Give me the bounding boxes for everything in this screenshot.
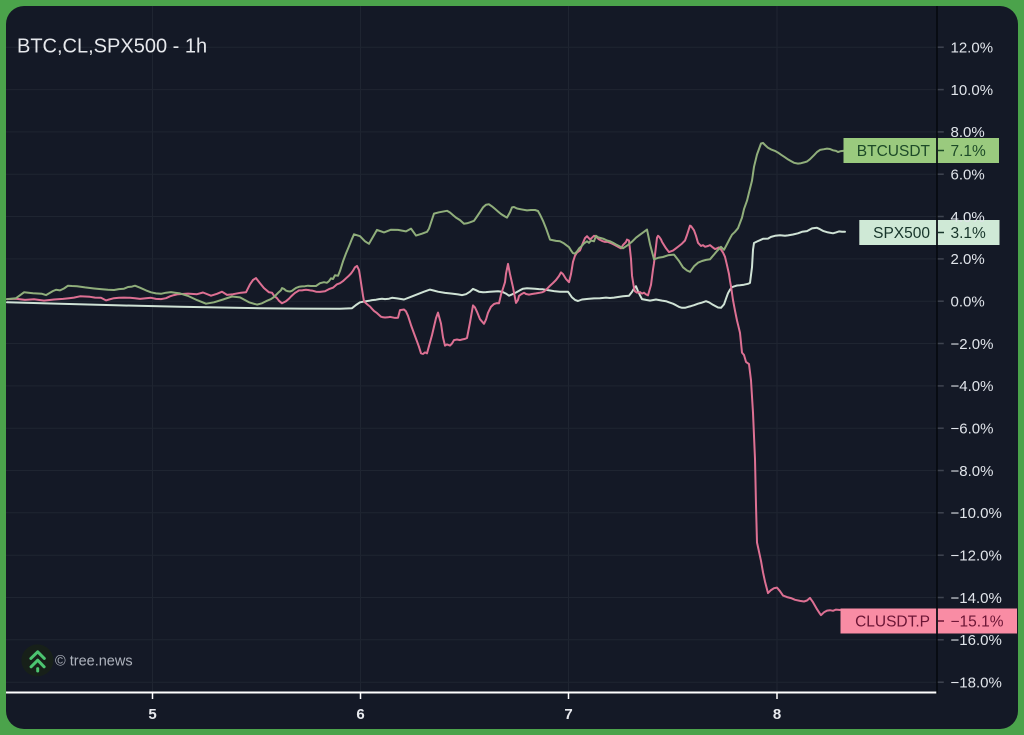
svg-text:−4.0%: −4.0%	[951, 378, 994, 395]
svg-text:−16.0%: −16.0%	[951, 632, 1002, 649]
svg-text:−18.0%: −18.0%	[951, 675, 1002, 692]
svg-text:0.0%: 0.0%	[951, 294, 985, 311]
svg-text:−6.0%: −6.0%	[951, 421, 994, 438]
svg-text:−2.0%: −2.0%	[951, 336, 994, 353]
svg-text:−8.0%: −8.0%	[951, 463, 994, 480]
svg-text:6.0%: 6.0%	[951, 167, 985, 184]
svg-text:SPX500: SPX500	[873, 225, 930, 242]
svg-text:−10.0%: −10.0%	[951, 505, 1002, 522]
svg-text:© tree.news: © tree.news	[55, 654, 133, 670]
svg-text:4.0%: 4.0%	[951, 209, 985, 226]
svg-text:6: 6	[356, 706, 364, 723]
svg-text:12.0%: 12.0%	[951, 40, 994, 57]
svg-text:7: 7	[564, 706, 572, 723]
svg-text:3.1%: 3.1%	[951, 225, 987, 242]
svg-text:10.0%: 10.0%	[951, 82, 994, 99]
svg-text:8: 8	[773, 706, 781, 723]
svg-text:8.0%: 8.0%	[951, 124, 985, 141]
svg-text:5: 5	[148, 706, 156, 723]
svg-text:BTCUSDT: BTCUSDT	[857, 143, 931, 160]
svg-text:2.0%: 2.0%	[951, 251, 985, 268]
svg-text:7.1%: 7.1%	[951, 143, 987, 160]
svg-text:−12.0%: −12.0%	[951, 548, 1002, 565]
svg-text:CLUSDT.P: CLUSDT.P	[855, 614, 930, 631]
svg-text:−14.0%: −14.0%	[951, 590, 1002, 607]
svg-text:BTC,CL,SPX500 - 1h: BTC,CL,SPX500 - 1h	[17, 36, 207, 58]
svg-text:−15.1%: −15.1%	[951, 614, 1004, 631]
